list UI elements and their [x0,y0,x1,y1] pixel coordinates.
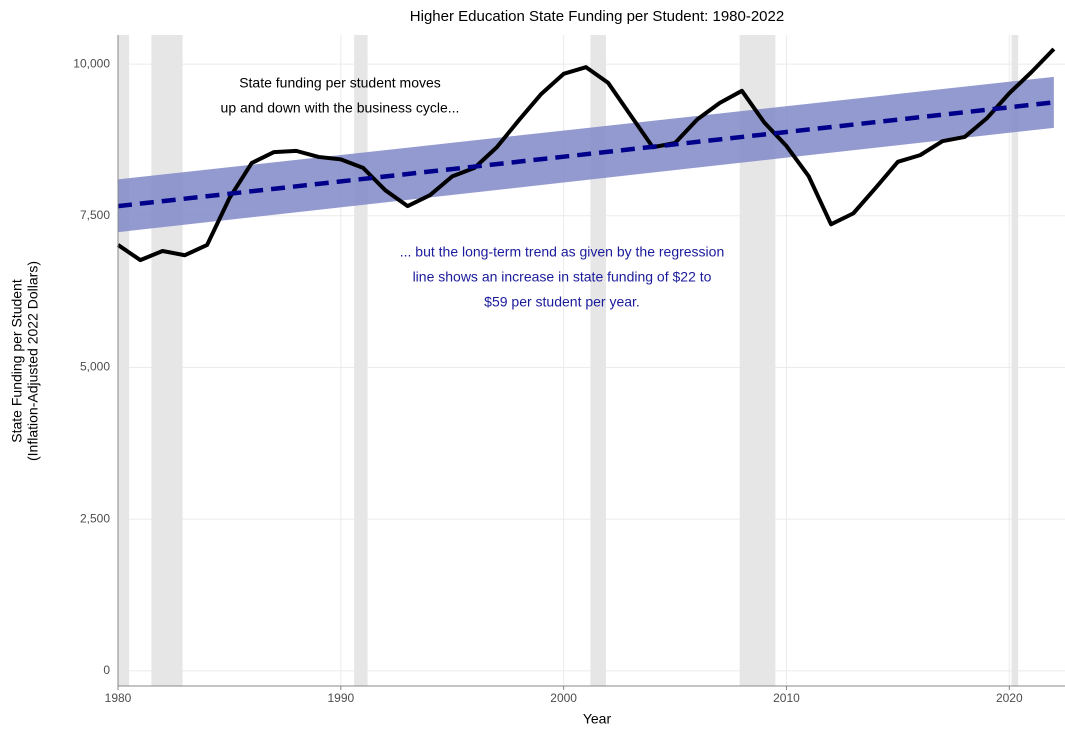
y-tick-label: 2,500 [80,511,110,525]
y-tick-label: 7,500 [80,208,110,222]
x-axis-title: Year [583,711,612,727]
y-tick-label: 10,000 [73,56,110,70]
x-tick-label: 2010 [773,691,800,705]
chart-title: Higher Education State Funding per Stude… [410,8,784,25]
recession-band [1011,35,1019,686]
y-axis-title: State Funding per Student (Inflation-Adj… [9,261,41,461]
y-axis-title-line: State Funding per Student [9,279,25,443]
annotation: line shows an increase in state funding … [413,269,712,285]
x-tick-label: 1980 [105,691,132,705]
x-tick-label: 2000 [550,691,577,705]
annotation: ... but the long-term trend as given by … [400,244,725,260]
y-tick-label: 0 [103,663,110,677]
recession-band [354,35,368,686]
y-axis-title-line: (Inflation-Adjusted 2022 Dollars) [25,261,41,461]
recession-band [118,35,130,686]
annotation: up and down with the business cycle... [221,100,460,116]
funding-line [116,47,1056,263]
annotation: $59 per student per year. [484,294,640,310]
recession-band [590,35,606,686]
x-tick-label: 2020 [996,691,1023,705]
recession-band [151,35,183,686]
annotation: State funding per student moves [239,75,441,91]
x-tick-label: 1990 [327,691,354,705]
trend-line [117,100,1055,209]
y-tick-label: 5,000 [80,360,110,374]
